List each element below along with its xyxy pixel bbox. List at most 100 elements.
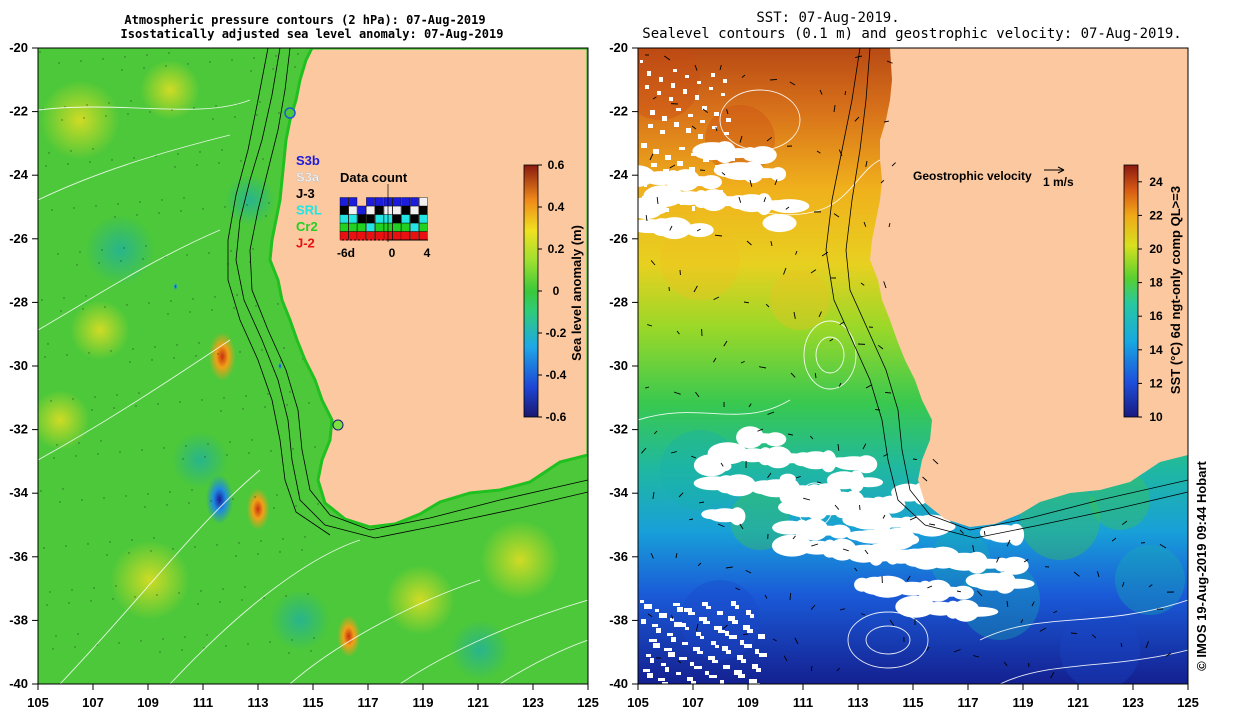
- velocity-vector: [839, 321, 845, 325]
- velocity-vector: [838, 149, 843, 157]
- cloud-speckle: [652, 624, 658, 627]
- track-dot: [57, 253, 59, 255]
- cloud-speckle: [700, 636, 704, 639]
- track-dot: [100, 440, 102, 442]
- cloud-speckle: [731, 601, 736, 606]
- data-count-bar-segment: [410, 222, 419, 232]
- data-count-bar-segment: [419, 205, 428, 215]
- track-dot: [41, 299, 43, 301]
- cloud-speckle: [673, 69, 677, 72]
- track-dot: [81, 499, 83, 501]
- cloud-speckle: [660, 130, 665, 134]
- track-dot: [173, 357, 175, 359]
- track-dot: [112, 598, 114, 600]
- track-dot: [120, 260, 122, 262]
- track-dot: [255, 305, 257, 307]
- track-dot: [201, 399, 203, 401]
- velocity-vector: [953, 649, 961, 653]
- velocity-vector: [702, 108, 709, 114]
- track-dot: [280, 360, 282, 362]
- track-dot: [183, 197, 185, 199]
- track-dot: [124, 56, 126, 58]
- track-dot: [254, 496, 256, 498]
- data-count-bar-segment: [419, 214, 428, 224]
- velocity-vector: [1050, 671, 1055, 679]
- velocity-vector: [673, 391, 681, 395]
- cloud-speckle: [750, 614, 754, 618]
- track-dot: [182, 458, 184, 460]
- cloud-speckle: [681, 623, 686, 627]
- velocity-vector: [785, 206, 790, 210]
- track-dot: [95, 205, 97, 207]
- cloud-speckle: [694, 192, 697, 195]
- velocity-vector: [889, 619, 895, 626]
- track-dot: [186, 254, 188, 256]
- velocity-vector: [713, 296, 720, 301]
- data-count-bar-segment: [410, 214, 419, 224]
- cloud-speckle: [718, 630, 725, 633]
- track-dot: [45, 165, 47, 167]
- cloud-speckle: [702, 602, 708, 606]
- track-dot: [214, 296, 216, 298]
- track-dot: [142, 258, 144, 260]
- velocity-vector: [772, 638, 777, 642]
- velocity-vector: [790, 372, 796, 378]
- velocity-vector: [926, 646, 930, 651]
- cloud-patch: [846, 530, 875, 541]
- cloud-speckle: [658, 678, 665, 681]
- track-dot: [262, 158, 264, 160]
- track-dot: [286, 404, 288, 406]
- velocity-vector: [722, 624, 728, 630]
- cloud-speckle: [676, 672, 681, 675]
- anomaly-blob: [85, 215, 155, 285]
- velocity-vector: [834, 504, 840, 510]
- track-dot: [49, 591, 51, 593]
- track-dot: [191, 489, 193, 491]
- velocity-vector: [983, 530, 986, 536]
- data-count-bar-segment: [392, 222, 402, 232]
- velocity-vector: [789, 81, 796, 86]
- track-dot: [171, 109, 173, 111]
- velocity-vector: [720, 462, 724, 467]
- velocity-vector: [809, 435, 814, 440]
- cloud-speckle: [723, 79, 727, 83]
- velocity-vector: [877, 344, 884, 350]
- left-y-tick-label: -24: [9, 167, 29, 182]
- velocity-vector: [1111, 537, 1117, 542]
- track-dot: [88, 352, 90, 354]
- cloud-speckle: [703, 159, 709, 162]
- cloud-speckle: [656, 628, 661, 633]
- track-dot: [161, 199, 163, 201]
- cloud-speckle: [717, 151, 723, 155]
- track-dot: [92, 148, 94, 150]
- velocity-vector: [932, 458, 939, 465]
- data-count-bar-segment: [357, 231, 367, 241]
- sst-patch: [730, 490, 790, 550]
- cloud-speckle: [715, 165, 721, 168]
- track-dot: [83, 117, 85, 119]
- track-dot: [307, 593, 309, 595]
- track-dot: [251, 439, 253, 441]
- track-dot: [73, 207, 75, 209]
- right-title-line-1: SST: 07-Aug-2019.: [756, 10, 899, 26]
- velocity-vector: [810, 269, 817, 274]
- cloud-speckle: [714, 112, 719, 116]
- cloud-patch: [965, 573, 994, 588]
- velocity-vector: [1023, 559, 1029, 563]
- velocity-vector: [833, 105, 836, 113]
- right-colorbar-tick-label: 18: [1149, 276, 1163, 290]
- velocity-vector: [1159, 544, 1167, 549]
- cloud-speckle: [655, 609, 659, 612]
- track-dot: [58, 62, 60, 64]
- track-dot: [47, 343, 49, 345]
- velocity-vector: [1121, 520, 1128, 526]
- track-dot: [282, 538, 284, 540]
- track-dot: [178, 592, 180, 594]
- cloud-patch: [778, 500, 807, 515]
- left-anomaly-texture: [38, 51, 560, 680]
- right-colorbar-ramp: [1123, 164, 1139, 418]
- cloud-speckle: [664, 648, 672, 651]
- track-dot: [169, 491, 171, 493]
- velocity-vector: [764, 594, 768, 599]
